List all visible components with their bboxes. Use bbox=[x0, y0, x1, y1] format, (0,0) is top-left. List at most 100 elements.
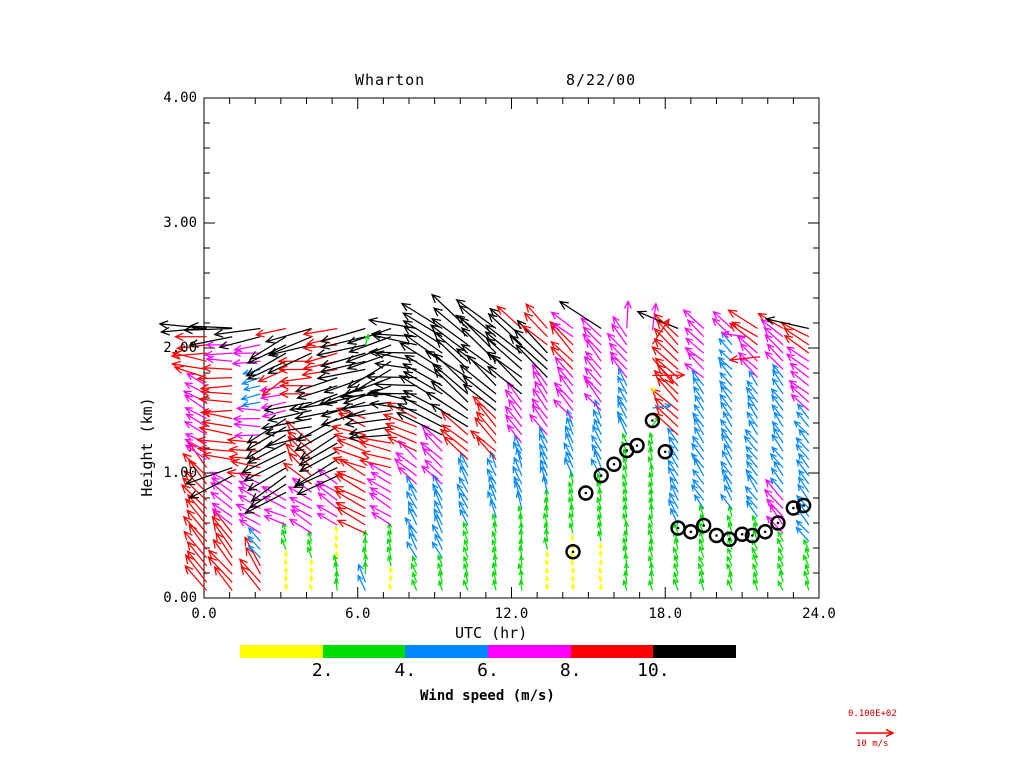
wind-arrow bbox=[720, 418, 733, 436]
wind-arrow bbox=[278, 376, 312, 385]
wind-arrow bbox=[394, 451, 418, 469]
wind-arrow bbox=[248, 483, 287, 509]
wind-arrow bbox=[772, 368, 784, 387]
wind-arrow bbox=[266, 352, 312, 374]
wind-arrow bbox=[726, 555, 733, 567]
wind-arrow bbox=[745, 445, 758, 460]
wind-arrow bbox=[771, 433, 784, 452]
wind-arrow bbox=[180, 483, 208, 510]
wind-arrow bbox=[411, 555, 418, 567]
wind-arrow bbox=[739, 356, 758, 379]
wind-arrow bbox=[435, 338, 469, 370]
wind-arrow bbox=[386, 545, 392, 558]
colorbar-number: 2. bbox=[311, 660, 334, 681]
wind-arrow bbox=[491, 513, 497, 526]
wind-arrow bbox=[617, 386, 628, 403]
wind-arrow bbox=[304, 352, 338, 365]
wind-arrow bbox=[752, 571, 759, 583]
wind-arrow bbox=[298, 450, 338, 472]
wind-arrow bbox=[745, 500, 759, 518]
wind-arrow bbox=[369, 505, 392, 518]
wind-arrow bbox=[242, 385, 261, 392]
wind-arrow bbox=[386, 402, 417, 420]
wind-arrow bbox=[459, 508, 469, 526]
wind-arrow bbox=[673, 562, 679, 575]
wind-arrow bbox=[319, 336, 366, 350]
wind-arrow bbox=[582, 374, 602, 395]
wind-arrow bbox=[316, 512, 338, 526]
wind-arrow bbox=[531, 403, 548, 428]
wind-arrow bbox=[568, 487, 574, 501]
wind-arrow bbox=[173, 365, 207, 379]
wind-arrow bbox=[395, 412, 443, 436]
wind-arrow bbox=[455, 348, 497, 379]
wind-arrow bbox=[346, 327, 392, 345]
wind-arrow bbox=[636, 310, 679, 330]
wind-arrow bbox=[622, 579, 628, 591]
wind-arrow-field bbox=[158, 293, 810, 591]
colorbar-segment-4-6 bbox=[405, 645, 489, 658]
wind-arrow bbox=[397, 466, 418, 485]
wind-arrow bbox=[211, 515, 233, 542]
wind-arrow bbox=[358, 457, 392, 469]
wind-arrow bbox=[286, 430, 313, 452]
wind-arrow bbox=[745, 494, 758, 510]
wind-arrow bbox=[280, 537, 287, 550]
wind-arrow bbox=[684, 346, 705, 362]
wind-arrow bbox=[616, 410, 628, 428]
wind-arrow bbox=[647, 555, 653, 567]
wind-arrow bbox=[698, 555, 705, 567]
wind-arrow bbox=[491, 546, 497, 558]
wind-arrow bbox=[606, 332, 628, 354]
wind-arrow bbox=[294, 409, 338, 422]
wind-arrow bbox=[558, 373, 574, 395]
wind-arrow bbox=[369, 487, 392, 501]
wind-arrow bbox=[721, 433, 733, 452]
wind-arrow bbox=[648, 496, 654, 509]
wind-arrow bbox=[698, 577, 705, 591]
bl-height-marker bbox=[657, 444, 673, 460]
y-tick-label: 3.00 bbox=[163, 215, 197, 231]
bl-height-marker bbox=[785, 500, 802, 516]
wind-arrow bbox=[531, 397, 548, 419]
wind-arrow bbox=[373, 360, 417, 371]
wind-arrow bbox=[486, 365, 523, 395]
wind-arrow bbox=[158, 320, 207, 330]
wind-arrow bbox=[384, 428, 417, 444]
wind-arrow bbox=[246, 360, 287, 380]
wind-arrow bbox=[745, 386, 759, 403]
wind-arrow bbox=[358, 440, 392, 452]
wind-arrow bbox=[795, 526, 810, 542]
wind-arrow bbox=[188, 475, 233, 499]
wind-arrow bbox=[309, 558, 314, 566]
bl-height-marker-dot bbox=[802, 504, 805, 507]
wind-arrow bbox=[290, 505, 312, 518]
wind-arrow bbox=[507, 398, 523, 419]
wind-arrow bbox=[518, 513, 524, 526]
wind-arrow bbox=[648, 488, 654, 501]
bl-height-marker-dot bbox=[599, 474, 603, 477]
wind-arrow bbox=[550, 311, 574, 329]
wind-arrow bbox=[648, 480, 654, 493]
wind-arrow bbox=[770, 467, 784, 485]
wind-arrow bbox=[621, 432, 628, 444]
wind-arrow bbox=[673, 571, 679, 583]
wind-arrow bbox=[396, 403, 443, 428]
wind-arrow bbox=[550, 340, 574, 362]
x-tick-label: 12.0 bbox=[494, 606, 529, 622]
wind-arrow bbox=[183, 421, 207, 436]
wind-arrow bbox=[340, 401, 392, 413]
wind-arrow bbox=[771, 403, 784, 419]
wind-arrow bbox=[765, 515, 784, 534]
wind-arrow bbox=[582, 326, 602, 346]
wind-arrow bbox=[174, 332, 207, 341]
y-axis-title: Height (km) bbox=[138, 397, 156, 497]
wind-arrow bbox=[532, 387, 548, 411]
wind-arrow bbox=[411, 578, 418, 591]
wind-arrow bbox=[764, 316, 809, 330]
wind-arrow bbox=[240, 377, 261, 386]
wind-arrow bbox=[487, 490, 497, 509]
wind-arrow bbox=[386, 529, 393, 542]
wind-arrow bbox=[711, 317, 733, 338]
wind-arrow bbox=[698, 545, 705, 559]
